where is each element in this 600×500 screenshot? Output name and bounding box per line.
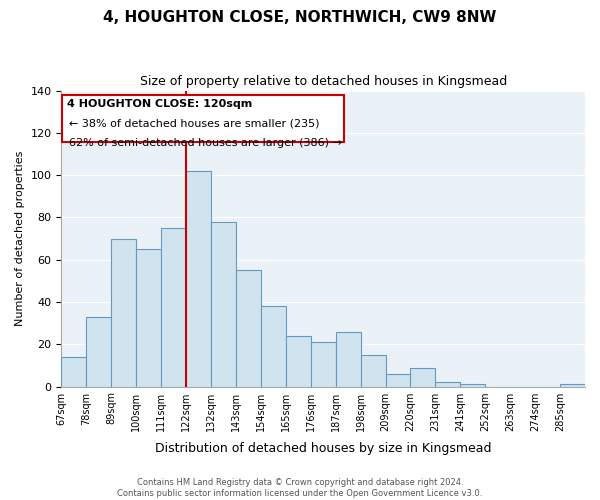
Bar [560, 384, 585, 386]
Bar [211, 222, 236, 386]
Bar [186, 171, 211, 386]
Bar [236, 270, 261, 386]
Y-axis label: Number of detached properties: Number of detached properties [15, 151, 25, 326]
Bar [111, 238, 136, 386]
Text: 62% of semi-detached houses are larger (386) →: 62% of semi-detached houses are larger (… [69, 138, 342, 148]
Bar [286, 336, 311, 386]
Text: Contains HM Land Registry data © Crown copyright and database right 2024.
Contai: Contains HM Land Registry data © Crown c… [118, 478, 482, 498]
Bar [61, 357, 86, 386]
Bar [86, 317, 111, 386]
X-axis label: Distribution of detached houses by size in Kingsmead: Distribution of detached houses by size … [155, 442, 491, 455]
Title: Size of property relative to detached houses in Kingsmead: Size of property relative to detached ho… [140, 75, 507, 88]
Bar [335, 332, 361, 386]
Bar [136, 249, 161, 386]
Text: 4 HOUGHTON CLOSE: 120sqm: 4 HOUGHTON CLOSE: 120sqm [67, 100, 252, 110]
Text: 4, HOUGHTON CLOSE, NORTHWICH, CW9 8NW: 4, HOUGHTON CLOSE, NORTHWICH, CW9 8NW [103, 10, 497, 25]
Bar [460, 384, 485, 386]
Bar [361, 355, 386, 386]
Text: 4 HOUGHTON CLOSE: 120sqm
← 38% of detached houses are smaller (235)
62% of semi-: 4 HOUGHTON CLOSE: 120sqm ← 38% of detach… [67, 100, 340, 138]
Bar [311, 342, 335, 386]
Bar [161, 228, 186, 386]
Bar [261, 306, 286, 386]
Bar [410, 368, 436, 386]
Bar [436, 382, 460, 386]
Text: ← 38% of detached houses are smaller (235): ← 38% of detached houses are smaller (23… [69, 118, 320, 128]
Bar [386, 374, 410, 386]
